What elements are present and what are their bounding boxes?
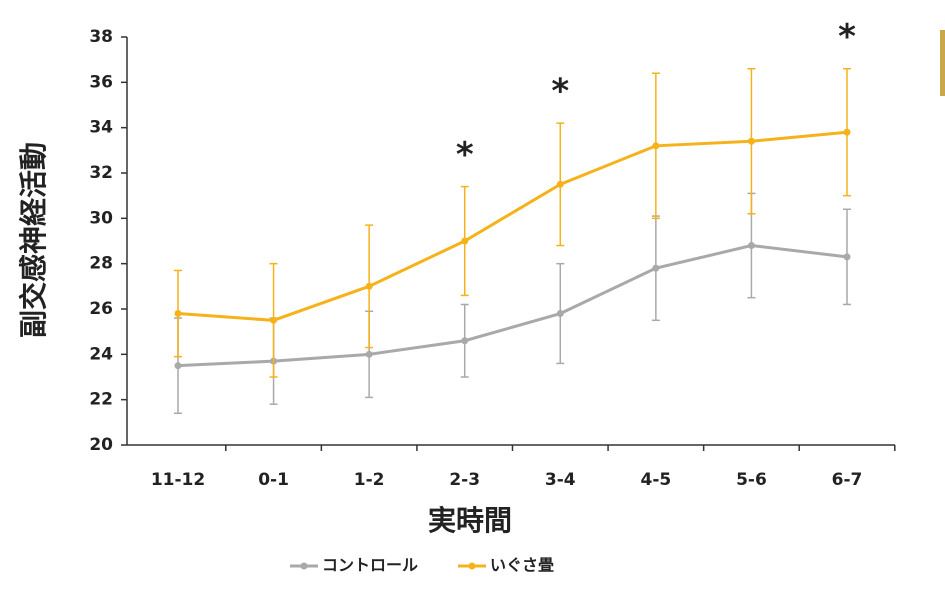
significance-mark: * — [551, 72, 569, 112]
point — [270, 316, 278, 324]
y-tick-label: 32 — [89, 163, 113, 183]
significance-mark: * — [838, 17, 856, 57]
point — [461, 237, 469, 245]
y-tick-label: 30 — [89, 208, 113, 228]
point — [174, 362, 182, 370]
point — [556, 310, 564, 318]
y-tick-label: 20 — [89, 435, 113, 455]
point — [461, 337, 469, 345]
x-tick-label: 1-2 — [354, 470, 385, 490]
x-tick-label: 3-4 — [545, 470, 576, 490]
point — [747, 137, 755, 145]
y-tick-label: 26 — [89, 299, 113, 319]
decor-tab — [940, 30, 945, 96]
legend-marker — [468, 562, 476, 570]
legend-marker — [300, 562, 308, 570]
x-tick-label: 5-6 — [736, 470, 767, 490]
point — [174, 310, 182, 318]
x-tick-label: 11-12 — [151, 470, 205, 490]
y-tick-label: 38 — [89, 27, 113, 47]
point — [843, 253, 851, 261]
y-tick-label: 34 — [89, 118, 113, 138]
point — [652, 142, 660, 150]
x-tick-label: 6-7 — [832, 470, 863, 490]
point — [843, 128, 851, 136]
x-tick-label: 2-3 — [449, 470, 480, 490]
legend-label: いぐさ畳 — [490, 556, 554, 575]
y-tick-label: 28 — [89, 254, 113, 274]
point — [652, 264, 660, 272]
y-tick-label: 24 — [89, 344, 113, 364]
series-line — [177, 244, 848, 368]
point — [365, 282, 373, 290]
x-tick-label: 0-1 — [258, 470, 289, 490]
series-line — [177, 130, 848, 322]
significance-mark: * — [456, 135, 474, 175]
point — [365, 350, 373, 358]
point — [556, 180, 564, 188]
x-tick-label: 4-5 — [640, 470, 671, 490]
y-axis-label: 副交感神経活動 — [17, 142, 50, 338]
point — [747, 242, 755, 250]
x-axis-label: 実時間 — [428, 504, 512, 537]
legend-label: コントロール — [322, 556, 418, 575]
y-tick-label: 36 — [89, 72, 113, 92]
y-tick-label: 22 — [89, 390, 113, 410]
